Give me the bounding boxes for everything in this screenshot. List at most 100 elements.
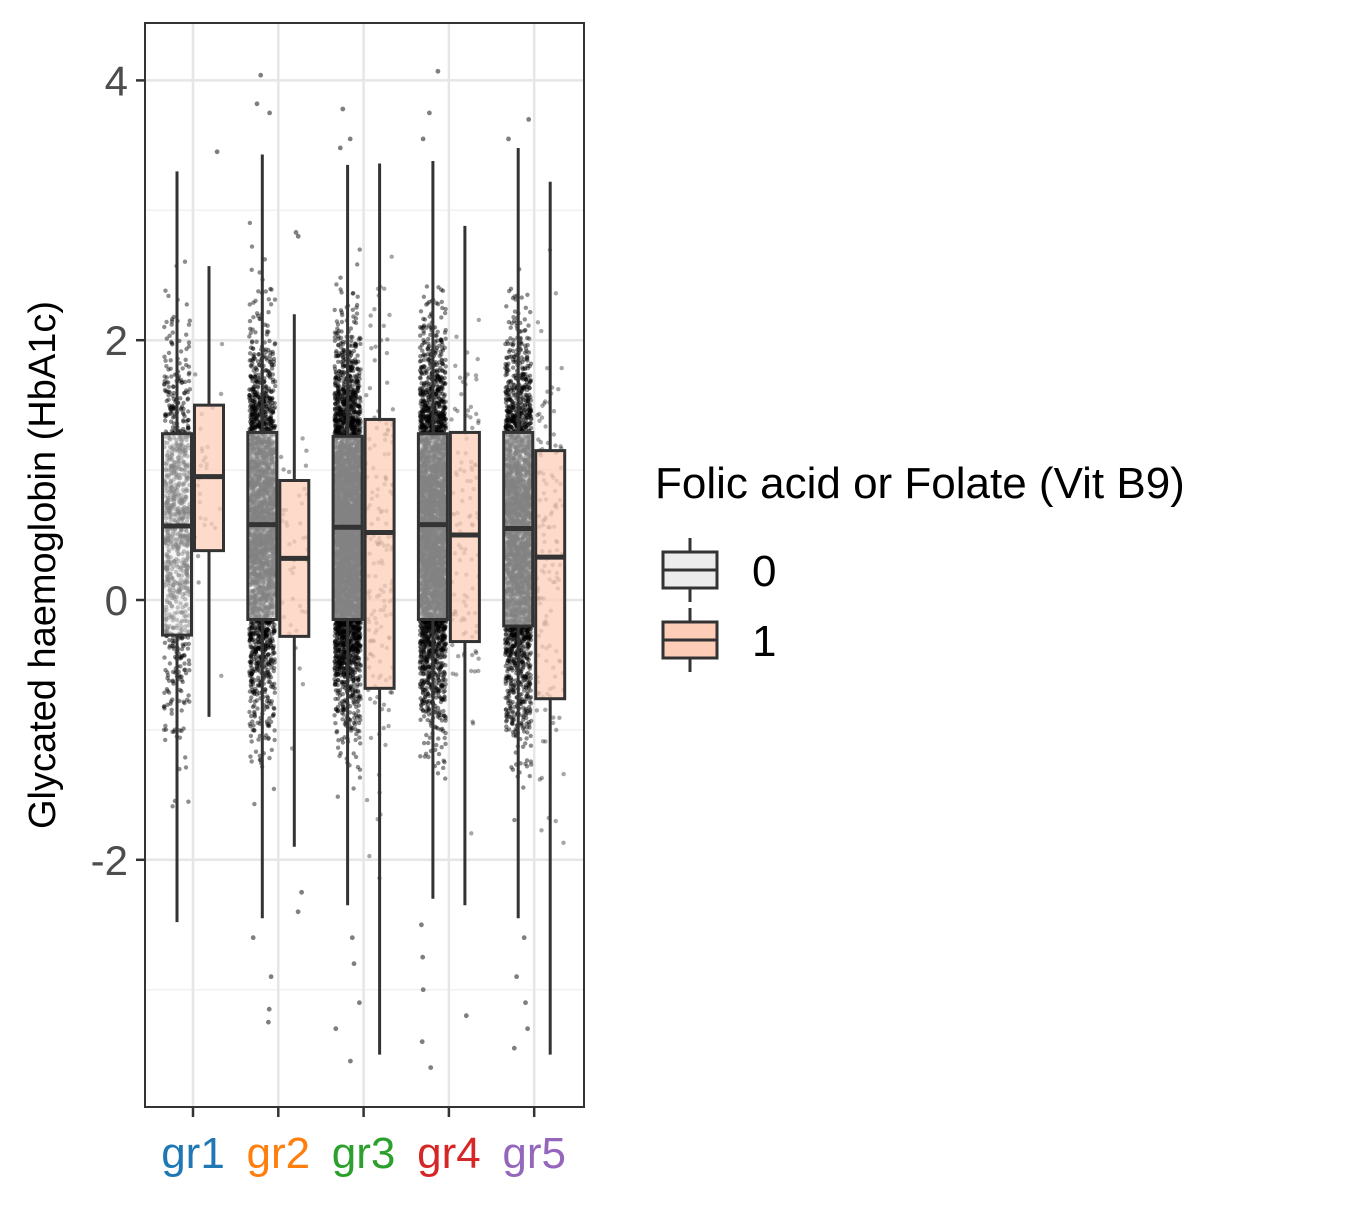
data-point (267, 369, 271, 373)
data-point (178, 664, 182, 668)
data-point (332, 713, 336, 717)
data-point (181, 644, 185, 648)
data-point (167, 385, 171, 389)
data-point (272, 623, 276, 627)
data-point (255, 368, 259, 372)
data-point (264, 289, 268, 293)
data-point (186, 426, 190, 430)
data-point (184, 347, 188, 351)
data-point (247, 334, 251, 338)
data-point (272, 787, 276, 791)
data-point (186, 390, 190, 394)
outlier-point (251, 935, 256, 940)
data-point (273, 384, 277, 388)
data-point (187, 371, 191, 375)
data-point (247, 710, 251, 714)
data-point (272, 706, 276, 710)
data-point (268, 661, 272, 665)
data-point (251, 633, 255, 637)
data-point (253, 628, 257, 632)
data-point (252, 352, 256, 356)
data-point (266, 672, 270, 676)
data-point (256, 676, 260, 680)
data-point (254, 649, 258, 653)
data-point (269, 302, 273, 306)
data-point (178, 396, 182, 400)
data-point (247, 627, 251, 631)
data-point (273, 342, 277, 346)
data-point (249, 695, 253, 699)
data-point (248, 351, 252, 355)
data-point (267, 388, 271, 392)
data-point (163, 359, 167, 363)
data-point (186, 800, 190, 804)
data-point (266, 628, 270, 632)
data-point (169, 411, 173, 415)
outlier-point (269, 974, 274, 979)
data-point (184, 765, 188, 769)
data-point (253, 410, 257, 414)
data-point (248, 754, 252, 758)
data-point (252, 728, 256, 732)
data-point (248, 221, 252, 225)
data-point (185, 698, 189, 702)
data-point (249, 422, 253, 426)
data-point (180, 636, 184, 640)
data-point (166, 380, 170, 384)
data-point (249, 413, 253, 417)
data-point (179, 689, 183, 693)
data-point (265, 332, 269, 336)
data-point (257, 683, 261, 687)
data-point (272, 666, 276, 670)
data-point (168, 661, 172, 665)
data-point (252, 657, 256, 661)
data-point (251, 405, 255, 409)
data-point (257, 401, 261, 405)
data-point (265, 324, 269, 328)
data-point (272, 738, 276, 742)
outlier-point (255, 101, 260, 106)
data-point (168, 644, 172, 648)
data-point (164, 389, 168, 393)
data-point (265, 722, 269, 726)
data-point (250, 327, 254, 331)
data-point (162, 728, 166, 732)
data-point (181, 401, 185, 405)
data-point (266, 680, 270, 684)
data-point (273, 401, 277, 405)
data-point (336, 795, 340, 799)
data-point (264, 385, 268, 389)
data-point (336, 697, 340, 701)
data-point (273, 691, 277, 695)
data-point (167, 638, 171, 642)
data-point (167, 690, 171, 694)
data-point (256, 392, 260, 396)
data-point (271, 639, 275, 643)
data-point (181, 411, 185, 415)
data-point (179, 378, 183, 382)
data-point (250, 379, 254, 383)
data-point (256, 737, 260, 741)
data-point (257, 373, 261, 377)
data-point (171, 679, 175, 683)
data-point (169, 699, 173, 703)
data-point (167, 334, 171, 338)
data-point (264, 633, 268, 637)
data-point (170, 708, 174, 712)
data-point (254, 668, 258, 672)
data-point (254, 340, 258, 344)
data-point (267, 756, 271, 760)
data-point (353, 738, 357, 742)
data-point (170, 322, 174, 326)
data-point (255, 698, 259, 702)
data-point (169, 374, 173, 378)
data-point (186, 396, 190, 400)
data-point (165, 670, 169, 674)
data-point (252, 802, 256, 806)
data-point (186, 418, 190, 422)
data-point (163, 724, 167, 728)
data-point (162, 706, 166, 710)
data-point (254, 750, 258, 754)
data-point (179, 406, 183, 410)
